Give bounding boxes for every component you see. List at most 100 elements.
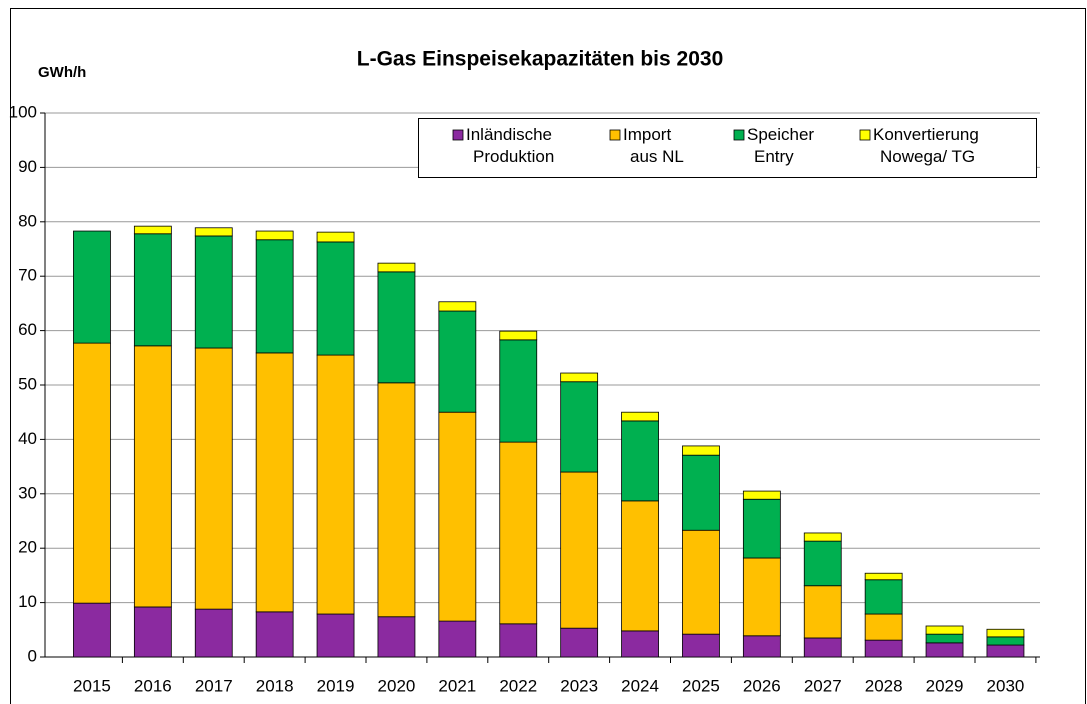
bar-segment <box>255 230 294 241</box>
bar-segment <box>255 352 294 613</box>
bar-segment <box>499 339 538 443</box>
x-tick-label: 2019 <box>317 676 355 695</box>
bar-segment <box>133 233 172 347</box>
y-axis-label: GWh/h <box>38 64 86 81</box>
bar-segment <box>438 310 477 413</box>
bar-segment <box>560 627 599 658</box>
bar-segment <box>194 347 233 610</box>
x-tick-label: 2028 <box>865 676 903 695</box>
bar-segment <box>194 227 233 237</box>
y-tick-label: 90 <box>18 157 37 176</box>
bar-segment <box>621 500 659 632</box>
legend-swatch <box>452 129 464 141</box>
legend-label-line: Speicher <box>747 125 814 144</box>
bar-segment <box>742 490 781 500</box>
bar-segment <box>803 637 842 658</box>
bar-segment <box>986 644 1025 658</box>
bar-segment <box>438 411 477 622</box>
bar-segment <box>621 411 659 422</box>
bar-segment <box>316 354 355 615</box>
legend-label-line: Inländische <box>466 125 552 144</box>
legend-label-line: aus NL <box>630 147 684 166</box>
bar-segment <box>864 613 903 641</box>
bar-segment <box>377 262 416 273</box>
bar-segment <box>438 620 477 658</box>
x-tick-label: 2016 <box>134 676 172 695</box>
legend-label-line: Import <box>623 125 671 144</box>
bar-segment <box>316 241 355 356</box>
legend-label: Speicher Entry <box>747 125 814 166</box>
x-tick-label: 2017 <box>195 676 233 695</box>
bar-segment <box>803 532 842 542</box>
x-tick-label: 2020 <box>378 676 416 695</box>
legend-swatch <box>609 129 621 141</box>
bar-segment <box>621 420 659 502</box>
legend-box <box>418 118 1037 178</box>
bar-segment <box>803 540 842 587</box>
bar-segment <box>499 330 538 341</box>
bar-segment <box>316 231 355 243</box>
bar-segment <box>803 585 842 639</box>
y-tick-label: 80 <box>18 211 37 230</box>
bar-segment <box>864 579 903 615</box>
bar-segment <box>499 441 538 625</box>
x-tick-label: 2029 <box>926 676 964 695</box>
bar-segment <box>560 471 599 629</box>
bar-segment <box>73 602 111 658</box>
y-tick-label: 70 <box>18 266 37 285</box>
bar-segment <box>377 271 416 384</box>
bar-segment <box>194 608 233 658</box>
bar-segment <box>73 230 111 344</box>
bar-segment <box>560 372 599 383</box>
bar-segment <box>255 611 294 658</box>
x-tick-label: 2026 <box>743 676 781 695</box>
y-tick-label: 40 <box>18 429 37 448</box>
bar-segment <box>986 636 1025 646</box>
bar-segment <box>925 625 964 635</box>
bar-segment <box>925 633 964 644</box>
y-tick-label: 60 <box>18 320 37 339</box>
x-tick-label: 2015 <box>73 676 111 695</box>
x-tick-label: 2018 <box>256 676 294 695</box>
legend-label: Import aus NL <box>623 125 684 166</box>
bar-segment <box>682 454 720 531</box>
y-tick-label: 0 <box>28 646 37 665</box>
x-tick-label: 2021 <box>438 676 476 695</box>
bar-segment <box>560 381 599 473</box>
bar-segment <box>864 572 903 581</box>
y-tick-label: 10 <box>18 592 37 611</box>
legend-label-line: Produktion <box>473 147 554 166</box>
bar-segment <box>986 628 1025 638</box>
bar-segment <box>377 382 416 618</box>
bar-segment <box>742 498 781 559</box>
bar-segment <box>925 642 964 658</box>
y-tick-label: 100 <box>9 102 37 121</box>
legend-label-line: Konvertierung <box>873 125 979 144</box>
y-tick-label: 20 <box>18 538 37 557</box>
bar-segment <box>682 529 720 635</box>
bar-segment <box>499 623 538 658</box>
legend-swatch <box>859 129 871 141</box>
bar-segment <box>316 613 355 658</box>
legend-label: Konvertierung Nowega/ TG <box>873 125 979 166</box>
x-tick-label: 2024 <box>621 676 659 695</box>
bar-segment <box>377 616 416 658</box>
bar-segment <box>682 445 720 456</box>
bar-segment <box>438 301 477 312</box>
bar-segment <box>73 342 111 604</box>
legend-label: Inländische Produktion <box>466 125 554 166</box>
bar-segment <box>742 635 781 658</box>
bar-segment <box>742 557 781 637</box>
legend-label-line: Nowega/ TG <box>880 147 975 166</box>
x-tick-label: 2022 <box>499 676 537 695</box>
bar-segment <box>255 239 294 354</box>
bar-segment <box>682 633 720 658</box>
chart-title: L-Gas Einspeisekapazitäten bis 2030 <box>357 48 724 71</box>
bar-segment <box>133 606 172 658</box>
bar-segment <box>194 235 233 349</box>
x-tick-label: 2023 <box>560 676 598 695</box>
bar-segment <box>621 630 659 658</box>
legend-swatch <box>733 129 745 141</box>
